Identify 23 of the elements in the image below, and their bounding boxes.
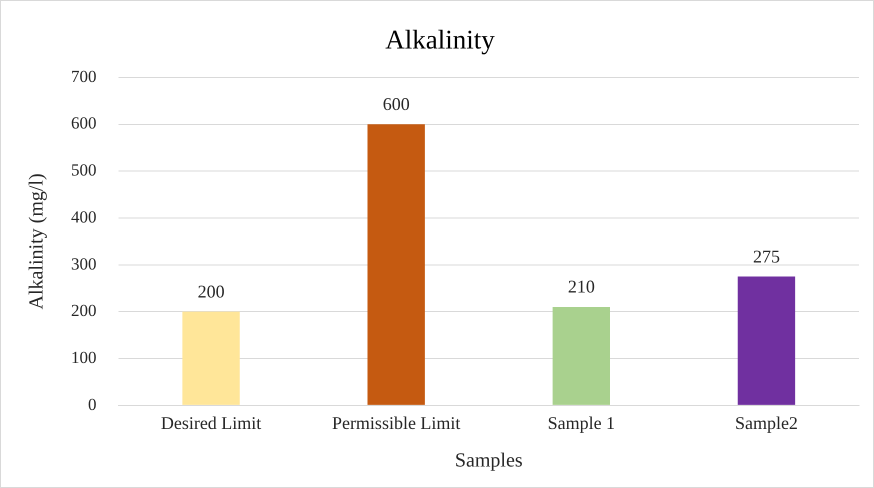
y-tick-label: 700	[71, 66, 96, 86]
bar	[738, 276, 796, 405]
bar	[367, 124, 425, 405]
bar	[182, 312, 240, 405]
chart-title: Alkalinity	[385, 24, 496, 54]
y-tick-label: 300	[71, 254, 96, 274]
y-tick-label: 600	[71, 114, 96, 133]
x-tick-label: Sample 1	[548, 412, 616, 433]
data-label: 600	[382, 94, 410, 114]
data-label: 200	[198, 281, 225, 302]
x-axis-title: Samples	[454, 449, 523, 472]
y-tick-label: 100	[71, 348, 96, 368]
x-tick-label: Desired Limit	[160, 412, 262, 433]
x-tick-label: Permissible Limit	[332, 412, 460, 433]
y-tick-label: 500	[71, 160, 96, 180]
y-tick-label: 400	[71, 207, 96, 226]
y-tick-label: 200	[71, 301, 96, 320]
x-tick-label: Sample2	[734, 412, 798, 433]
data-label: 275	[752, 246, 780, 266]
y-tick-label: 0	[88, 394, 96, 414]
data-label: 210	[568, 276, 595, 297]
y-axis-title: Alkalinity (mg/l)	[25, 173, 48, 310]
bar	[552, 307, 610, 405]
